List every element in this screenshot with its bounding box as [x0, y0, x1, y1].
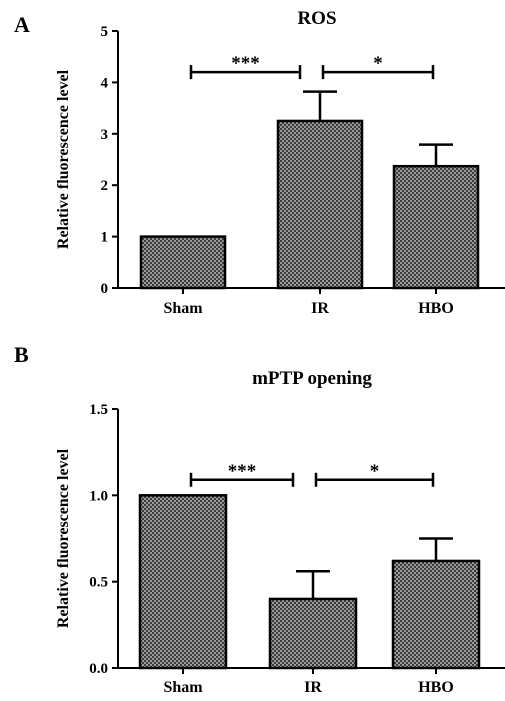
significance-label: *** — [228, 461, 257, 482]
y-tick-label: 3 — [101, 127, 109, 143]
y-tick-label: 0 — [101, 281, 109, 297]
y-axis-label: Relative fluorescence level — [55, 448, 72, 628]
bar-sham — [138, 494, 228, 670]
y-axis-label: Relative fluorescence level — [55, 69, 72, 249]
category-label-ir: IR — [311, 300, 329, 317]
category-label-sham: Sham — [163, 679, 203, 696]
y-tick-label: 1 — [101, 230, 109, 246]
category-label-hbo: HBO — [418, 679, 454, 696]
bar-hbo — [392, 164, 480, 290]
panel-letter: B — [14, 342, 29, 367]
y-tick-label: 4 — [101, 75, 109, 91]
y-tick-label: 1.5 — [89, 402, 108, 418]
category-label-ir: IR — [304, 679, 322, 696]
bar-hbo — [391, 559, 481, 670]
y-tick-label: 0.5 — [89, 575, 108, 591]
chart-panel-a: A ROS Relative fluorescence level 0 1 2 3 4 5 Sha… — [14, 8, 505, 317]
y-tick-label: 0.0 — [89, 661, 108, 677]
bar-sham — [139, 235, 227, 290]
significance-label: * — [370, 461, 380, 482]
panel-letter: A — [14, 12, 30, 37]
significance-label: *** — [231, 53, 260, 74]
chart-title: mPTP opening — [252, 368, 372, 389]
bar-ir — [276, 119, 364, 290]
category-label-sham: Sham — [163, 300, 203, 317]
category-label-hbo: HBO — [418, 300, 454, 317]
significance-label: * — [373, 53, 383, 74]
bar-ir — [268, 597, 358, 670]
y-tick-label: 2 — [101, 178, 109, 194]
y-tick-label: 5 — [101, 24, 109, 40]
chart-title: ROS — [297, 8, 336, 29]
y-tick-label: 1.0 — [89, 488, 108, 504]
